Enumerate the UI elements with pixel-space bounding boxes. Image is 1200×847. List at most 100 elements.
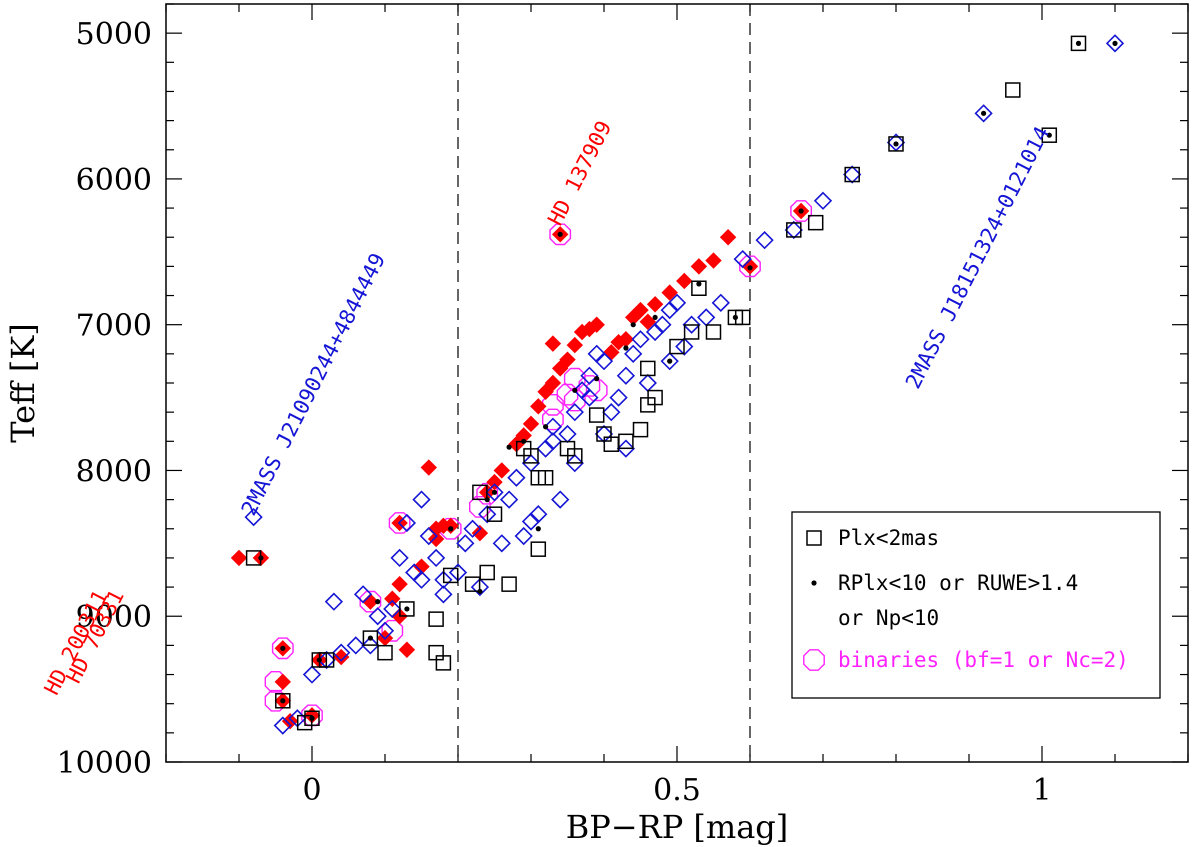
- data-point-filled-diamond: [522, 415, 540, 433]
- data-point-dot: [1112, 40, 1118, 46]
- legend-label: or Np<10: [838, 606, 939, 630]
- data-point-dot: [477, 588, 483, 595]
- data-point-dot: [280, 645, 286, 651]
- data-point-open-square: [530, 541, 547, 557]
- legend-marker: [811, 580, 817, 586]
- data-point-open-diamond: [711, 293, 730, 312]
- data-point-filled-diamond: [588, 316, 605, 333]
- data-point-open-diamond: [843, 165, 862, 184]
- x-tick-label: 0.5: [653, 773, 701, 808]
- data-point-open-diamond: [624, 344, 643, 363]
- data-point-open-diamond: [609, 388, 628, 407]
- data-point-open-diamond: [405, 563, 424, 582]
- legend-label: Plx<2mas: [838, 526, 939, 550]
- data-point-open-square: [501, 576, 517, 592]
- data-point-open-diamond: [463, 519, 482, 538]
- data-point-open-diamond: [580, 388, 599, 407]
- annotation-label: HD 137909: [543, 117, 616, 229]
- data-point-open-diamond: [346, 636, 365, 655]
- data-point-open-diamond: [638, 373, 657, 393]
- data-point-open-diamond: [784, 220, 803, 240]
- data-point-dot: [798, 208, 804, 214]
- data-point-filled-diamond: [486, 473, 503, 491]
- y-tick-label: 8000: [76, 454, 152, 489]
- data-point-open-octagon: [359, 590, 382, 613]
- data-point-filled-diamond: [420, 459, 438, 476]
- data-point-dot: [375, 599, 381, 605]
- data-point-open-diamond: [324, 592, 344, 611]
- data-point-open-diamond: [273, 716, 292, 735]
- data-point-open-diamond: [456, 534, 475, 553]
- data-point-open-diamond: [514, 526, 533, 546]
- data-point-open-square: [1005, 82, 1021, 98]
- data-point-open-diamond: [507, 468, 526, 487]
- data-point-dot: [316, 657, 322, 663]
- data-point-open-octagon: [271, 637, 294, 660]
- data-point-filled-diamond: [384, 590, 401, 607]
- data-point-open-square: [428, 611, 444, 627]
- data-point-dot: [696, 281, 702, 287]
- data-point-dot: [491, 489, 498, 495]
- y-tick-label: 7000: [76, 309, 152, 344]
- data-point-open-diamond: [645, 322, 665, 342]
- data-point-open-square: [428, 644, 444, 661]
- data-point-open-square: [377, 644, 393, 661]
- data-point-open-diamond: [397, 513, 417, 533]
- data-point-open-square: [807, 214, 824, 231]
- x-tick-label: 0: [302, 773, 321, 808]
- data-point-filled-diamond: [705, 252, 722, 269]
- data-point-open-square: [786, 222, 802, 238]
- data-point-open-square: [523, 448, 539, 464]
- data-point-open-square: [464, 576, 481, 592]
- data-point-filled-diamond: [427, 530, 445, 548]
- data-point-open-square: [844, 166, 860, 183]
- data-point-open-square: [705, 324, 722, 340]
- data-point-open-diamond: [485, 483, 504, 502]
- data-point-open-diamond: [813, 191, 833, 210]
- data-point-open-octagon: [739, 255, 761, 278]
- data-point-open-square: [683, 324, 700, 340]
- data-point-dot: [594, 376, 600, 382]
- data-point-open-diamond: [390, 548, 409, 568]
- data-point-open-square: [442, 567, 459, 584]
- data-point-filled-diamond: [690, 258, 708, 275]
- data-point-open-diamond: [733, 249, 752, 269]
- data-point-open-diamond: [580, 366, 599, 385]
- data-point-open-diamond: [470, 577, 490, 597]
- data-point-filled-diamond: [544, 374, 562, 392]
- data-point-filled-diamond: [530, 398, 547, 415]
- data-point-open-diamond: [521, 512, 541, 531]
- data-point-filled-diamond: [391, 575, 408, 593]
- data-point-open-octagon: [542, 394, 564, 416]
- data-point-open-diamond: [565, 454, 584, 473]
- data-point-dot: [747, 265, 753, 271]
- data-point-open-diamond: [361, 636, 380, 655]
- data-point-open-square: [567, 448, 583, 464]
- data-point-open-diamond: [375, 621, 395, 640]
- y-tick-label: 6000: [76, 163, 152, 198]
- data-point-dot: [1075, 40, 1082, 46]
- data-point-open-square: [296, 714, 313, 731]
- data-point-open-diamond: [551, 490, 570, 509]
- data-point-filled-diamond: [661, 284, 678, 301]
- data-point-filled-diamond: [281, 712, 299, 730]
- data-point-open-square: [472, 484, 488, 501]
- data-point-dot: [404, 606, 410, 612]
- data-point-open-square: [888, 136, 904, 152]
- legend-label: RPlx<10 or RUWE>1.4: [838, 571, 1078, 595]
- y-tick-label: 10000: [57, 746, 152, 781]
- data-point-dot: [572, 387, 578, 393]
- data-point-dot: [623, 345, 629, 351]
- data-point-open-diamond: [667, 293, 687, 312]
- data-point-filled-diamond: [398, 641, 416, 658]
- data-point-open-diamond: [543, 432, 563, 451]
- data-point-open-diamond: [974, 104, 993, 123]
- data-point-filled-diamond: [566, 336, 584, 354]
- y-tick-label: 5000: [76, 17, 152, 52]
- data-point-open-diamond: [697, 308, 716, 327]
- annotation-label: 2MASS J21090244+4844449: [237, 249, 390, 519]
- data-point-open-diamond: [631, 330, 650, 349]
- data-point-dot: [557, 231, 563, 237]
- data-point-open-square: [691, 280, 707, 296]
- data-point-open-octagon: [549, 223, 572, 246]
